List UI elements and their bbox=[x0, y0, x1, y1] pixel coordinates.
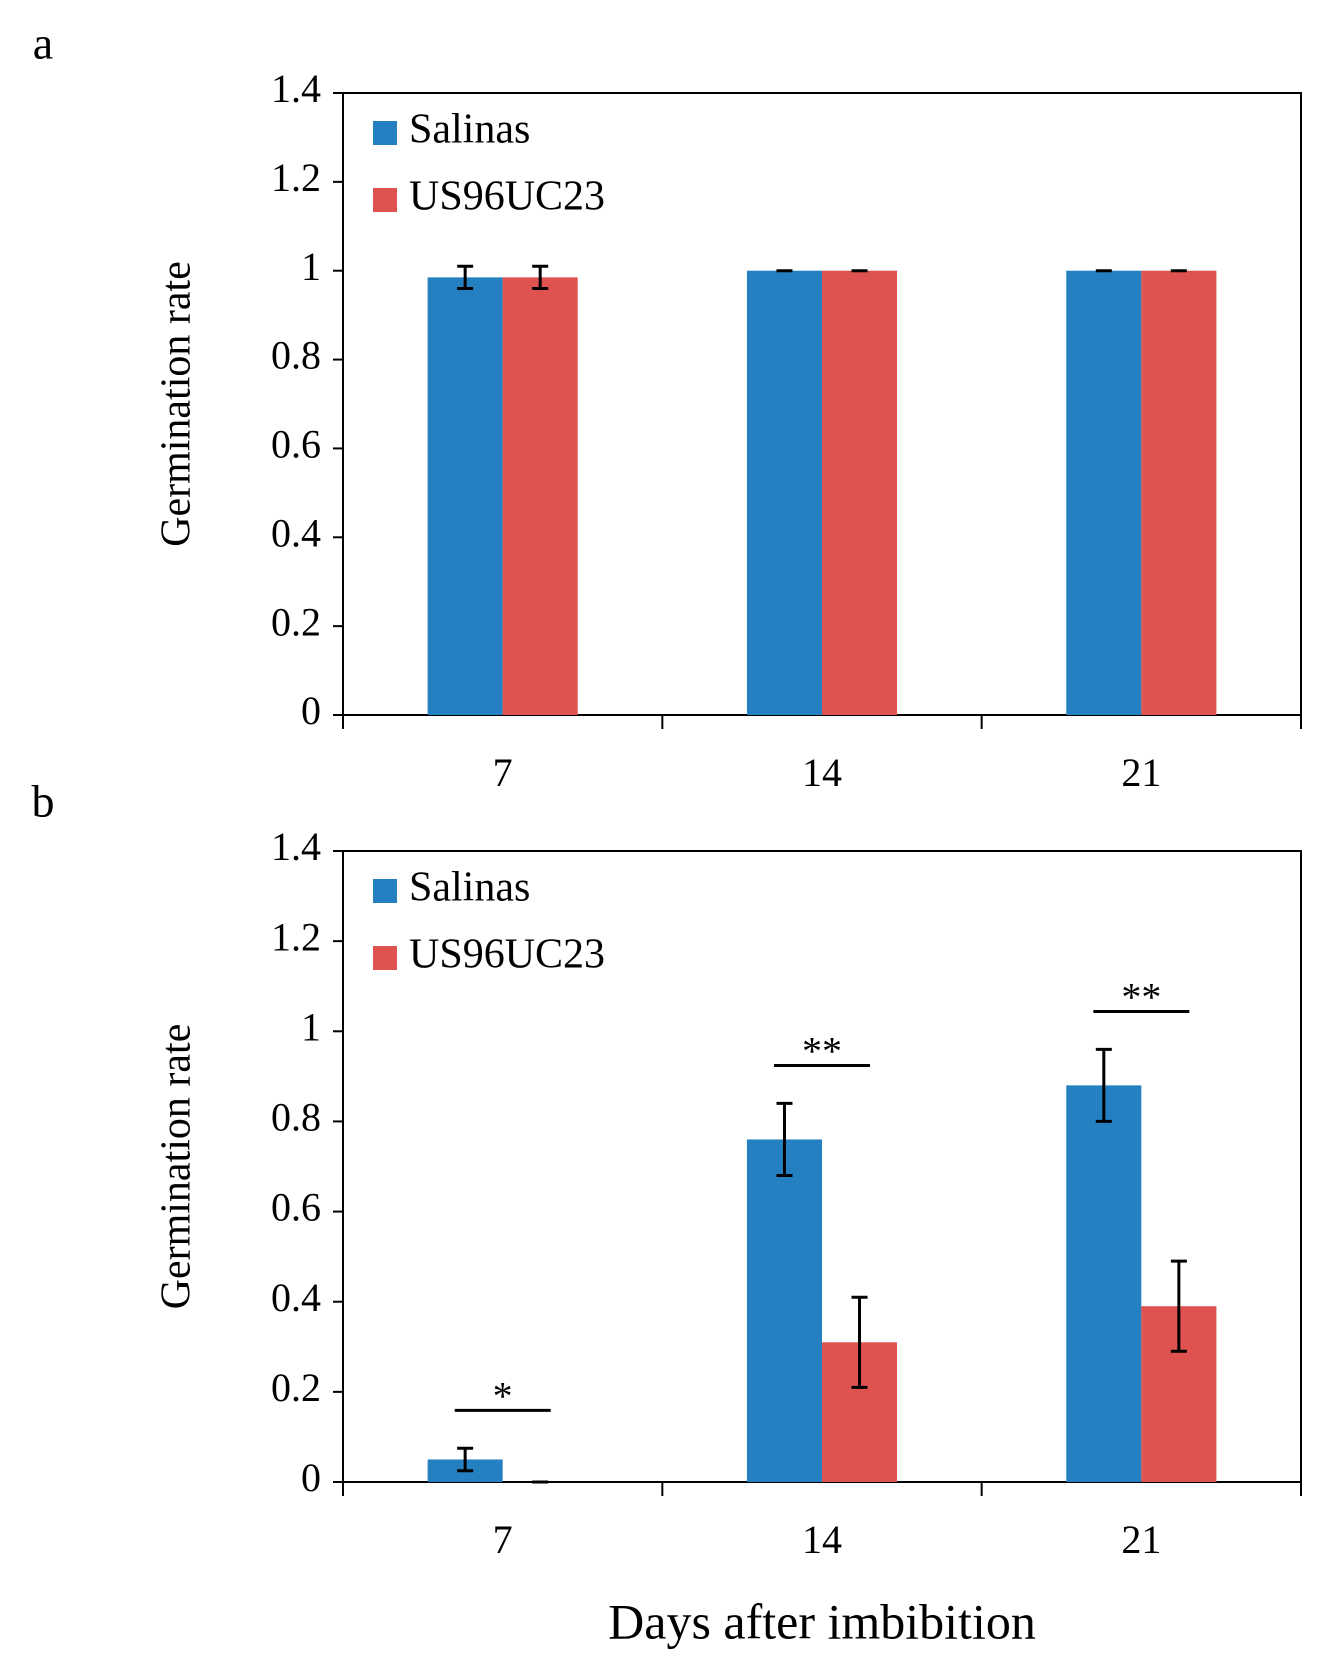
legend-label: US96UC23 bbox=[409, 174, 605, 220]
y-tick-label: 0 bbox=[301, 688, 321, 733]
y-tick-label: 0.6 bbox=[271, 1185, 321, 1230]
bar bbox=[746, 1139, 822, 1482]
y-tick-label: 0.4 bbox=[271, 1275, 321, 1320]
x-tick-label: 21 bbox=[1121, 750, 1161, 795]
significance-label: ** bbox=[1121, 975, 1161, 1020]
legend-label: US96UC23 bbox=[409, 932, 605, 978]
y-tick-label: 1.2 bbox=[271, 155, 321, 200]
error-bar bbox=[457, 264, 474, 290]
error-bar bbox=[532, 264, 549, 290]
y-axis-label: Germination rate bbox=[154, 261, 200, 547]
y-tick-label: 0.2 bbox=[271, 1365, 321, 1410]
y-tick-label: 0.6 bbox=[271, 422, 321, 467]
error-bar bbox=[776, 1101, 793, 1178]
bar bbox=[1141, 270, 1217, 715]
y-tick-label: 0.2 bbox=[271, 599, 321, 644]
y-tick-label: 1 bbox=[301, 244, 321, 289]
y-tick-label: 0 bbox=[301, 1455, 321, 1500]
x-tick-label: 14 bbox=[802, 1517, 842, 1562]
bar bbox=[746, 270, 822, 715]
y-tick-label: 1.4 bbox=[271, 66, 321, 111]
y-tick-label: 1.2 bbox=[271, 914, 321, 959]
x-axis-label: Days after imbibition bbox=[608, 1593, 1036, 1649]
x-tick-label: 7 bbox=[493, 750, 513, 795]
significance-label: ** bbox=[802, 1029, 842, 1074]
legend-swatch bbox=[373, 188, 397, 212]
error-bar bbox=[1170, 1259, 1187, 1353]
error-bar bbox=[457, 1446, 474, 1473]
y-tick-label: 0.8 bbox=[271, 1095, 321, 1140]
legend-swatch bbox=[373, 946, 397, 970]
legend-swatch bbox=[373, 879, 397, 903]
error-bar bbox=[1095, 1047, 1112, 1123]
y-axis-label: Germination rate bbox=[154, 1024, 200, 1310]
legend-label: Salinas bbox=[409, 865, 530, 911]
bar bbox=[502, 277, 578, 715]
y-tick-label: 0.4 bbox=[271, 510, 321, 555]
x-tick-label: 14 bbox=[802, 750, 842, 795]
y-tick-label: 0.8 bbox=[271, 333, 321, 378]
significance-label: * bbox=[493, 1374, 513, 1419]
x-tick-label: 21 bbox=[1121, 1517, 1161, 1562]
bar bbox=[427, 277, 503, 715]
bar bbox=[1066, 1085, 1142, 1482]
bar bbox=[1066, 270, 1142, 715]
error-bar bbox=[851, 1295, 868, 1389]
legend-label: Salinas bbox=[409, 107, 530, 153]
y-tick-label: 1 bbox=[301, 1004, 321, 1049]
bar bbox=[822, 270, 898, 715]
panel-label: b bbox=[32, 776, 55, 827]
panel-label: a bbox=[33, 18, 53, 69]
y-tick-label: 1.4 bbox=[271, 824, 321, 869]
legend-swatch bbox=[373, 121, 397, 145]
x-tick-label: 7 bbox=[493, 1517, 513, 1562]
